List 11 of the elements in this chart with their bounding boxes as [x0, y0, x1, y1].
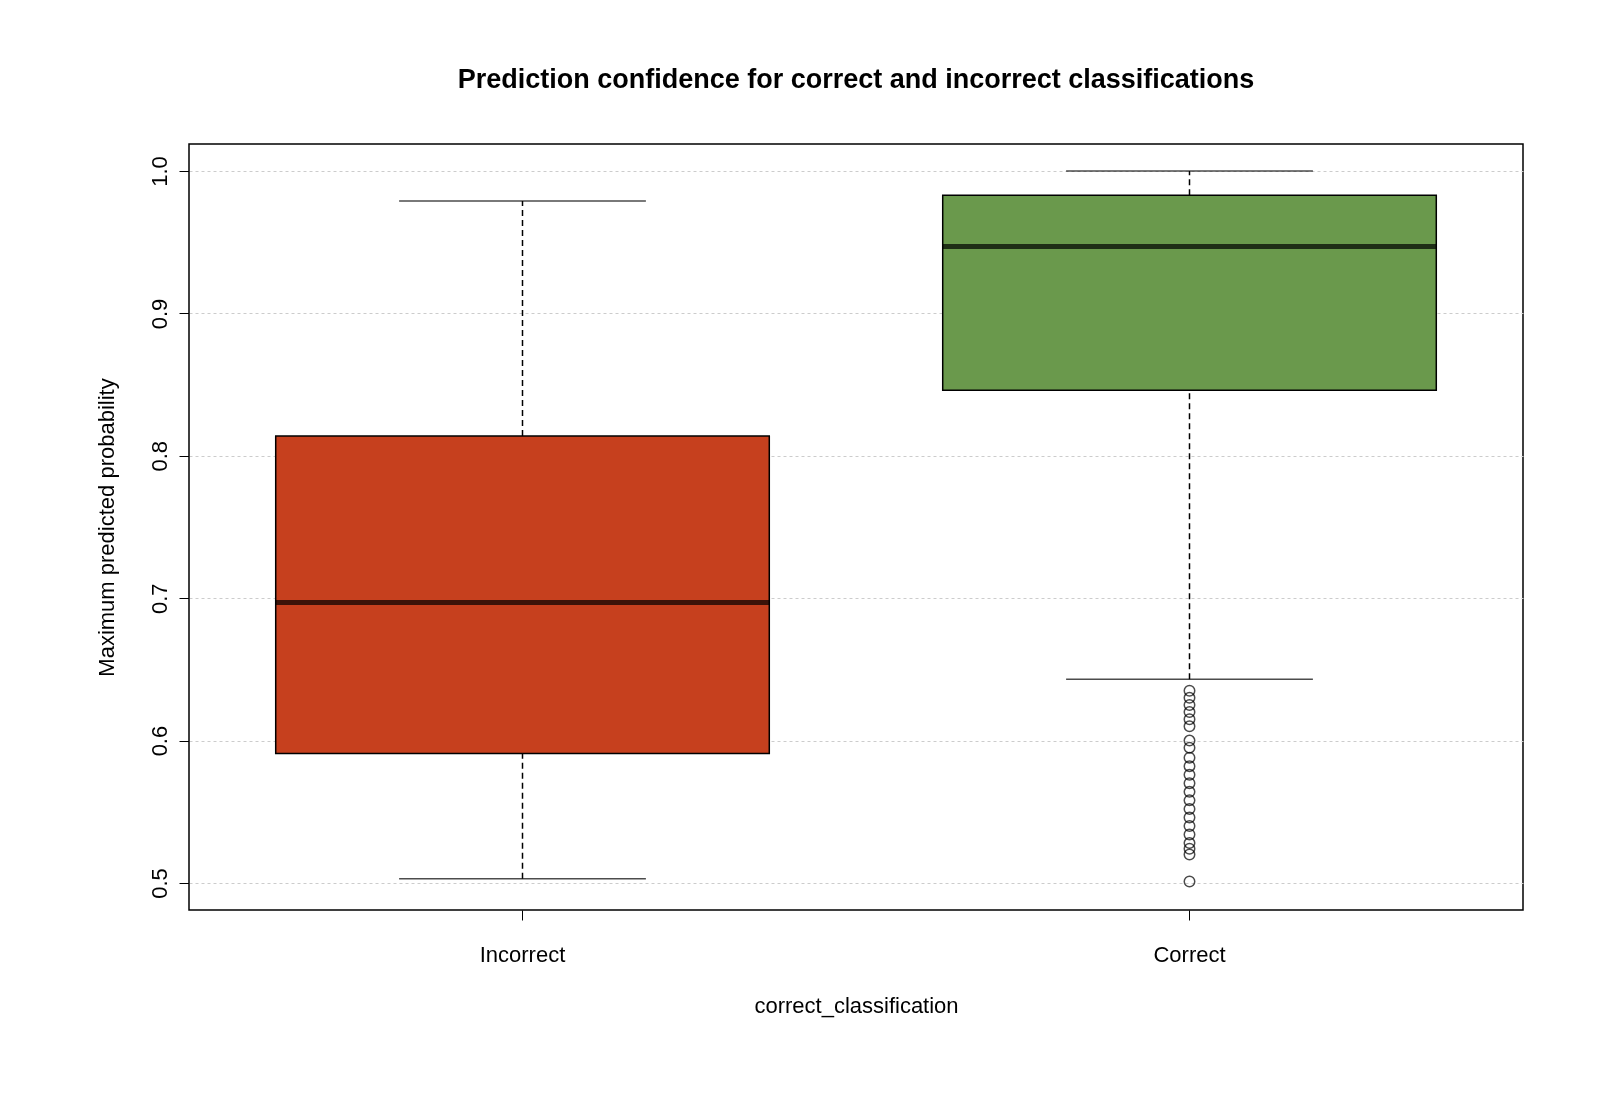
y-axis-title: Maximum predicted probability	[93, 378, 119, 677]
y-tick-label: 0.7	[146, 583, 172, 614]
y-tick-label: 0.6	[146, 725, 172, 757]
chart-title: Prediction confidence for correct and incorrect classifications	[457, 64, 1255, 94]
y-tick-label: 0.9	[146, 298, 172, 330]
y-tick-label: 0.5	[146, 868, 172, 899]
x-tick-label: Incorrect	[479, 941, 566, 967]
y-tick-label: 0.8	[146, 441, 172, 472]
y-tick-label: 1.0	[146, 156, 172, 187]
x-axis-title: correct_classification	[754, 992, 959, 1018]
x-tick-label: Correct	[1153, 941, 1226, 967]
